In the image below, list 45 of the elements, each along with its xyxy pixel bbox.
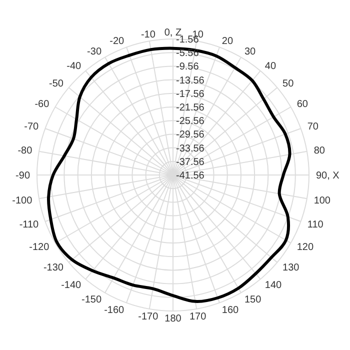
spoke-label: -60 xyxy=(34,99,50,110)
spoke-label: 110 xyxy=(307,219,324,230)
spoke-label: 130 xyxy=(282,262,300,274)
y-tick-label: -37.56 xyxy=(176,156,205,168)
y-tick-label: -41.56 xyxy=(176,170,205,182)
spoke-label: -150 xyxy=(81,294,102,306)
spoke-label: 140 xyxy=(264,280,282,292)
spoke-label: -20 xyxy=(110,36,125,48)
y-tick-label: -9.56 xyxy=(176,62,200,73)
spoke-label: -90 xyxy=(16,170,30,182)
spoke-label: 90, X xyxy=(316,170,340,182)
spoke-label: 0, Z xyxy=(164,28,182,38)
spoke-label: -40 xyxy=(66,60,82,72)
spoke-label: -50 xyxy=(49,78,64,90)
y-tick-label: -29.56 xyxy=(176,130,205,141)
spoke-label: -110 xyxy=(19,219,40,230)
spoke-label: 170 xyxy=(189,311,207,322)
spoke-label: 150 xyxy=(244,294,262,306)
y-tick-label: -5.56 xyxy=(176,48,200,60)
spoke-label: -170 xyxy=(138,311,159,322)
y-tick-label: -13.56 xyxy=(176,75,205,86)
spoke-label: -80 xyxy=(18,146,33,157)
spoke-label: -10 xyxy=(140,30,156,41)
y-tick-label: -17.56 xyxy=(176,88,205,100)
y-tick-label: -21.56 xyxy=(176,102,205,114)
spoke-label: 20 xyxy=(222,36,234,48)
spoke-label: -130 xyxy=(43,262,64,274)
spoke-label: 60 xyxy=(296,99,308,110)
spoke-label: -160 xyxy=(104,304,125,316)
spoke-label: 120 xyxy=(296,242,314,253)
spoke-label: 40 xyxy=(264,60,276,72)
spoke-label: 50 xyxy=(282,78,294,90)
spoke-label: 180 xyxy=(164,314,182,324)
y-tick-label: -33.56 xyxy=(176,143,205,154)
spoke-label: 30 xyxy=(244,46,256,58)
spoke-label: 160 xyxy=(222,304,240,316)
spoke-label: 80 xyxy=(314,146,326,157)
y-tick-label: -25.56 xyxy=(176,116,205,128)
spoke-label: -120 xyxy=(29,242,50,253)
spoke-label: -30 xyxy=(87,46,102,58)
spoke-label: -140 xyxy=(61,280,82,292)
spoke-label: -70 xyxy=(24,122,40,133)
spoke-label: 100 xyxy=(314,195,331,206)
spoke-label: 70 xyxy=(307,122,319,133)
spoke-label: -100 xyxy=(12,195,33,206)
